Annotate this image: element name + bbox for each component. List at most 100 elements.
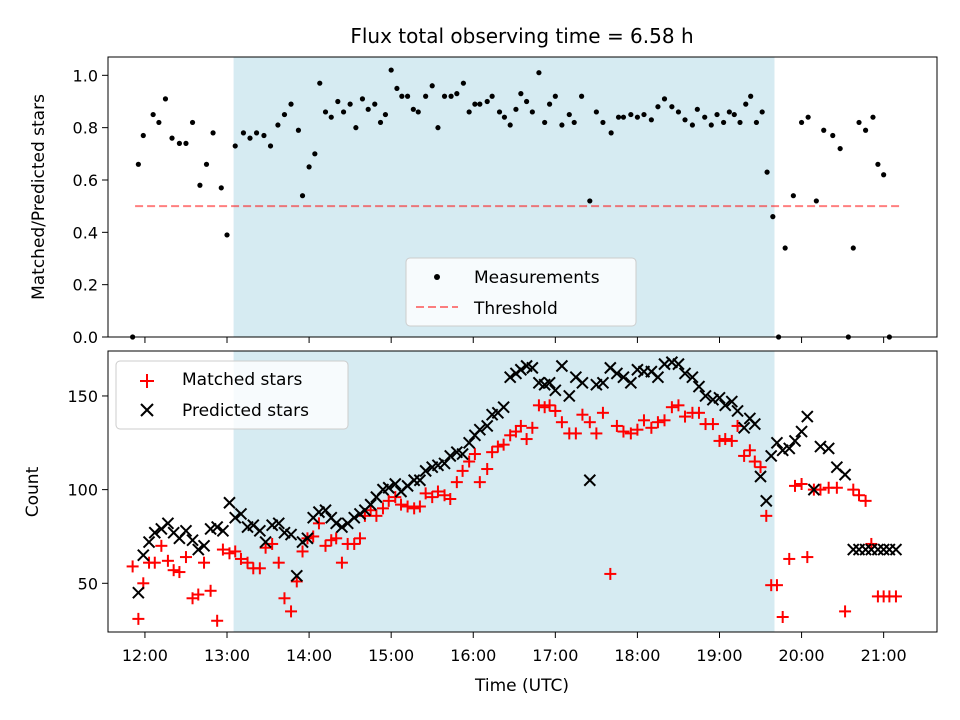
top-legend-box xyxy=(405,257,637,327)
matched-star-point xyxy=(253,562,266,575)
measurement-point xyxy=(441,93,448,99)
measurement-point xyxy=(484,98,490,105)
predicted-star-point xyxy=(229,511,242,524)
measurement-point xyxy=(837,145,843,152)
measurement-point xyxy=(805,114,811,120)
predicted-star-point xyxy=(725,395,739,408)
matched-star-point xyxy=(330,532,343,545)
predicted-star-point xyxy=(583,474,597,487)
matched-star-point xyxy=(296,545,309,558)
predicted-star-point xyxy=(788,434,802,448)
bottom-x-ticks: 12:00 13:00 14:00 15:00 16:00 17:00 18:00 19:00… xyxy=(122,632,907,665)
top-y-axis-label: Matched/Predicted stars xyxy=(29,94,49,300)
measurement-point xyxy=(759,109,765,115)
matched-star-point xyxy=(285,605,298,618)
top-legend: Measurements Threshold xyxy=(405,257,637,327)
predicted-star-point xyxy=(555,359,569,373)
predicted-star-point xyxy=(678,367,692,380)
top-plot-frame xyxy=(107,56,938,338)
matched-star-point xyxy=(167,564,180,577)
y-tick-label: 150 xyxy=(67,387,98,406)
measurement-point xyxy=(253,130,260,136)
measurement-point xyxy=(295,127,302,133)
measurement-point xyxy=(714,111,720,118)
measurement-point xyxy=(507,122,513,128)
predicted-star-point xyxy=(456,447,469,461)
measurement-point xyxy=(753,119,760,126)
matched-star-point xyxy=(889,590,902,603)
legend-measurements-label: Measurements xyxy=(474,268,600,288)
legend-threshold-label: Threshold xyxy=(473,299,558,319)
matched-star-point xyxy=(179,551,192,564)
matched-star-point xyxy=(543,399,556,412)
top-y-ticks: 0.0 0.2 0.4 0.6 0.8 1.0 xyxy=(73,66,108,347)
measurement-point xyxy=(261,132,267,139)
predicted-star-point xyxy=(364,498,377,511)
predicted-star-point xyxy=(651,371,665,384)
matched-star-point xyxy=(665,401,678,414)
measurement-point xyxy=(615,114,622,120)
measurement-point xyxy=(429,83,435,89)
x-tick-label: 12:00 xyxy=(122,646,168,665)
measurement-point xyxy=(542,119,548,126)
bottom-y-axis-label: Count xyxy=(23,466,43,517)
measurement-point xyxy=(496,109,503,115)
x-tick-label: 15:00 xyxy=(368,646,414,665)
measurement-point xyxy=(559,122,565,128)
measurement-point xyxy=(593,109,599,115)
measurement-point xyxy=(546,101,553,107)
matched-star-point xyxy=(234,552,247,565)
predicted-star-point xyxy=(795,425,808,438)
measurement-point xyxy=(388,67,394,73)
measurement-point xyxy=(552,93,558,99)
matched-star-point xyxy=(590,427,603,440)
measurement-point xyxy=(821,127,827,133)
predicted-star-point xyxy=(871,543,885,556)
x-tick-label: 21:00 xyxy=(861,646,907,665)
predicted-star-point xyxy=(514,363,528,376)
predicted-star-point xyxy=(859,543,872,556)
legend-predicted-label: Predicted stars xyxy=(182,401,309,421)
measurement-point xyxy=(197,182,203,188)
measurement-point xyxy=(162,96,169,102)
matched-star-point xyxy=(216,543,229,556)
predicted-star-point xyxy=(132,586,145,599)
predicted-star-point xyxy=(624,376,638,390)
predicted-star-point xyxy=(223,496,236,509)
predicted-star-point xyxy=(847,543,860,556)
predicted-star-point xyxy=(713,391,726,405)
predicted-star-point xyxy=(413,474,427,487)
matched-star-point xyxy=(569,427,582,440)
predicted-star-point xyxy=(259,535,272,549)
matched-star-point xyxy=(155,539,168,552)
predicted-star-point xyxy=(719,399,732,412)
predicted-star-point xyxy=(783,442,796,455)
matched-star-point xyxy=(192,588,205,601)
matched-star-point xyxy=(532,399,545,412)
matched-star-point xyxy=(814,483,827,496)
predicted-star-point xyxy=(748,417,761,431)
matched-star-point xyxy=(679,410,692,423)
y-tick-label: 0.4 xyxy=(73,223,98,242)
measurement-point xyxy=(232,143,238,149)
y-tick-label: 0.6 xyxy=(73,171,98,190)
predicted-star-point xyxy=(301,532,314,545)
measurement-point xyxy=(856,119,862,126)
measurement-point xyxy=(782,245,788,251)
matched-star-point xyxy=(853,489,866,502)
x-tick-label: 16:00 xyxy=(450,646,496,665)
matched-star-point xyxy=(486,446,499,459)
measurement-point xyxy=(224,232,230,238)
matched-star-point xyxy=(126,560,139,573)
predicted-star-point xyxy=(210,520,224,534)
predicted-star-point xyxy=(161,517,175,530)
matched-star-point xyxy=(161,554,174,567)
matched-star-point xyxy=(395,498,408,511)
predicted-star-point xyxy=(526,361,539,375)
predicted-star-point xyxy=(290,569,303,583)
bottom-plot-frame xyxy=(107,350,938,633)
matched-star-point xyxy=(335,556,348,569)
measurement-point xyxy=(306,164,312,170)
predicted-star-point xyxy=(137,548,150,562)
